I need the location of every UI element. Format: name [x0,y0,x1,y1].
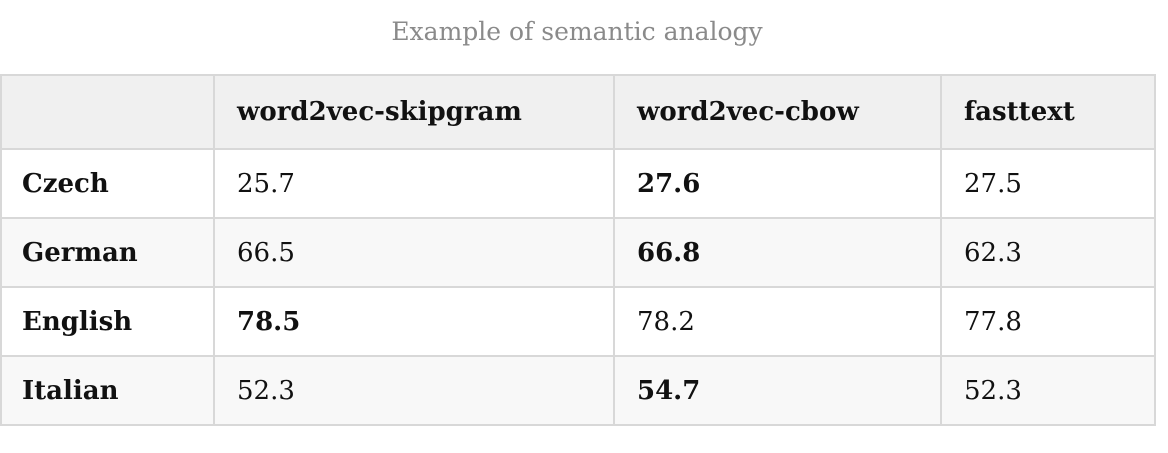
row-label-czech: Czech [0,148,215,219]
header-word2vec-skipgram: word2vec-skipgram [213,74,615,150]
cell-value: 66.5 [213,217,615,288]
header-fasttext: fasttext [940,74,1156,150]
header-row: word2vec-skipgram word2vec-cbow fasttext [0,74,1156,150]
row-label-german: German [0,217,215,288]
row-label-english: English [0,286,215,357]
table-row: German 66.5 66.8 62.3 [0,217,1156,288]
table-row: Czech 25.7 27.6 27.5 [0,148,1156,219]
cell-value: 62.3 [940,217,1156,288]
table-row: English 78.5 78.2 77.8 [0,286,1156,357]
row-label-italian: Italian [0,355,215,426]
header-corner-cell [0,74,215,150]
cell-value: 78.2 [613,286,942,357]
cell-value: 27.5 [940,148,1156,219]
table-caption: Example of semantic analogy [391,17,763,46]
cell-value: 66.8 [613,217,942,288]
cell-value: 77.8 [940,286,1156,357]
cell-value: 52.3 [940,355,1156,426]
cell-value: 52.3 [213,355,615,426]
table-row: Italian 52.3 54.7 52.3 [0,355,1156,426]
cell-value: 78.5 [213,286,615,357]
cell-value: 25.7 [213,148,615,219]
results-table: word2vec-skipgram word2vec-cbow fasttext… [0,74,1156,426]
header-word2vec-cbow: word2vec-cbow [613,74,942,150]
cell-value: 54.7 [613,355,942,426]
cell-value: 27.6 [613,148,942,219]
